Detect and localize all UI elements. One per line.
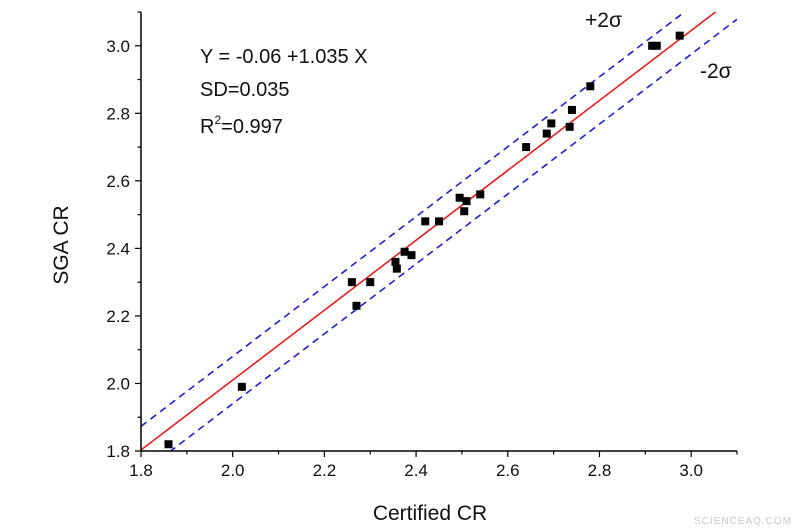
data-point-22 [648,41,657,50]
data-point-18 [547,119,556,128]
y-tick-label: 2.4 [106,239,130,258]
x-tick-label: 1.8 [129,461,153,480]
fit-lines [141,12,737,451]
data-point-7 [392,264,401,273]
data-point-4 [352,301,361,310]
data-point-9 [407,251,416,260]
data-point-19 [565,122,574,131]
data-point-6 [391,257,400,266]
data-point-15 [476,190,485,199]
tick-labels: 1.8 2.0 2.2 2.4 2.6 2.8 3.0 1.8 2.0 2.2 2.4 2.6 2.8 3… [106,37,703,480]
axes [135,11,738,457]
data-point-1 [164,440,173,449]
x-tick-label: 2.6 [496,461,520,480]
data-point-3 [347,278,356,287]
x-tick-label: 2.4 [404,461,428,480]
data-point-10 [421,217,430,226]
data-points [164,31,684,449]
data-point-24 [675,31,684,40]
y-tick-label: 2.6 [106,172,130,191]
regression-equation: Y = -0.06 +1.035 X [200,46,368,68]
x-tick-label: 3.0 [679,461,703,480]
y-axis-title: SGA CR [50,205,73,284]
y-tick-label: 2.0 [106,374,130,393]
r2-value: =0.997 [221,116,283,138]
r2-prefix: R [200,116,214,138]
data-point-5 [366,278,375,287]
data-point-17 [542,129,551,138]
data-point-14 [462,197,471,206]
x-tick-label: 2.2 [313,461,337,480]
lower-2sigma-line [169,18,737,451]
watermark: SCIENCEAQ.COM [694,516,792,527]
data-point-16 [522,143,531,152]
sd-annotation: SD=0.035 [200,79,290,101]
y-tick-label: 2.8 [106,104,130,123]
upper-band-label: +2σ [585,9,622,32]
x-axis-title: Certified CR [373,502,487,525]
y-tick-label: 2.2 [106,307,130,326]
data-point-23 [652,41,661,50]
y-tick-label: 3.0 [106,37,130,56]
data-point-13 [460,207,469,216]
data-point-21 [586,82,595,91]
r2-exponent: 2 [214,113,221,127]
x-tick-label: 2.0 [221,461,245,480]
upper-2sigma-line [141,12,686,427]
data-point-12 [455,193,464,202]
r-squared-annotation: R2=0.997 [200,113,283,138]
lower-band-label: -2σ [700,60,732,83]
data-point-11 [435,217,443,226]
y-tick-label: 1.8 [106,442,130,461]
data-point-8 [400,247,409,256]
x-tick-label: 2.8 [588,461,612,480]
data-point-20 [567,105,576,114]
data-point-2 [237,382,246,391]
